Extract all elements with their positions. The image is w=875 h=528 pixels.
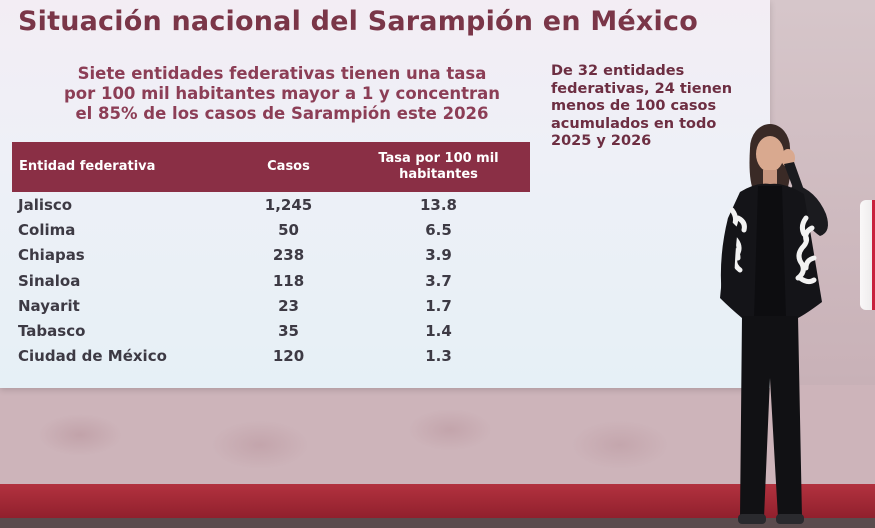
slide-title: Situación nacional del Sarampión en Méxi… <box>18 6 698 37</box>
cell-cases: 1,245 <box>264 195 313 214</box>
table-row: Jalisco 1,245 13.8 <box>12 192 530 217</box>
presenter-trousers <box>740 316 802 518</box>
cell-rate: 6.5 <box>425 220 452 239</box>
cell-entity: Nayarit <box>18 296 80 315</box>
presenter-left-arm <box>720 218 738 300</box>
cell-entity: Jalisco <box>18 195 73 214</box>
side-note-line: menos de 100 casos <box>551 98 717 114</box>
presenter-forearm <box>784 162 804 196</box>
cell-entity: Ciudad de México <box>18 347 167 366</box>
subtitle-line: el 85% de los casos de Sarampión este 20… <box>75 104 489 123</box>
presenter-shoe-left <box>738 514 766 524</box>
cell-cases: 238 <box>272 246 305 265</box>
table-header-row: Entidad federativa Casos Tasa por 100 mi… <box>12 142 530 192</box>
presenter-face <box>756 136 784 172</box>
cell-cases: 50 <box>278 220 299 239</box>
presenter-figure <box>720 124 828 524</box>
side-note-line: federativas, 24 tienen <box>551 80 733 97</box>
table-row: Tabasco 35 1.4 <box>12 318 530 343</box>
side-note-line: De 32 entidades <box>551 63 685 79</box>
cell-entity: Sinaloa <box>18 271 81 290</box>
presenter-neck <box>763 170 777 184</box>
cases-table: Entidad federativa Casos Tasa por 100 mi… <box>12 142 530 369</box>
cell-rate: 1.7 <box>425 296 452 315</box>
header-rate: Tasa por 100 mil habitantes <box>347 142 530 192</box>
cell-cases: 35 <box>278 322 299 341</box>
projection-screen: Situación nacional del Sarampión en Méxi… <box>0 0 770 388</box>
table-row: Sinaloa 118 3.7 <box>12 268 530 293</box>
cell-cases: 118 <box>272 271 305 290</box>
cell-cases: 23 <box>278 296 299 315</box>
header-cases: Casos <box>230 142 347 192</box>
header-rate-line: Tasa por 100 mil <box>378 151 499 166</box>
cell-rate: 1.4 <box>425 322 452 341</box>
cell-rate: 3.9 <box>425 246 452 265</box>
cell-rate: 3.7 <box>425 271 452 290</box>
table-row: Colima 50 6.5 <box>12 217 530 242</box>
header-entity: Entidad federativa <box>12 142 230 192</box>
cell-entity: Tabasco <box>18 322 86 341</box>
cell-entity: Chiapas <box>18 246 85 265</box>
table-row: Chiapas 238 3.9 <box>12 243 530 268</box>
subtitle-line: por 100 mil habitantes mayor a 1 y conce… <box>63 84 501 103</box>
table-row: Ciudad de México 120 1.3 <box>12 344 530 369</box>
table-row: Nayarit 23 1.7 <box>12 293 530 318</box>
side-note: De 32 entidades federativas, 24 tienen m… <box>551 63 763 151</box>
side-note-line: 2025 y 2026 <box>551 133 652 149</box>
flag <box>860 200 875 310</box>
header-rate-line: habitantes <box>399 167 478 182</box>
slide-subtitle: Siete entidades federativas tienen una t… <box>22 64 542 124</box>
cell-entity: Colima <box>18 220 76 239</box>
subtitle-line: Siete entidades federativas tienen una t… <box>77 64 487 83</box>
cell-cases: 120 <box>272 347 305 366</box>
stage-red-band <box>0 484 875 520</box>
presenter-shoe-right <box>776 514 804 524</box>
cell-rate: 13.8 <box>419 195 457 214</box>
cell-rate: 1.3 <box>425 347 452 366</box>
side-note-line: acumulados en todo <box>551 115 717 132</box>
stage-floor <box>0 518 875 528</box>
backdrop-pattern <box>0 385 875 495</box>
presenter-top <box>754 186 786 318</box>
